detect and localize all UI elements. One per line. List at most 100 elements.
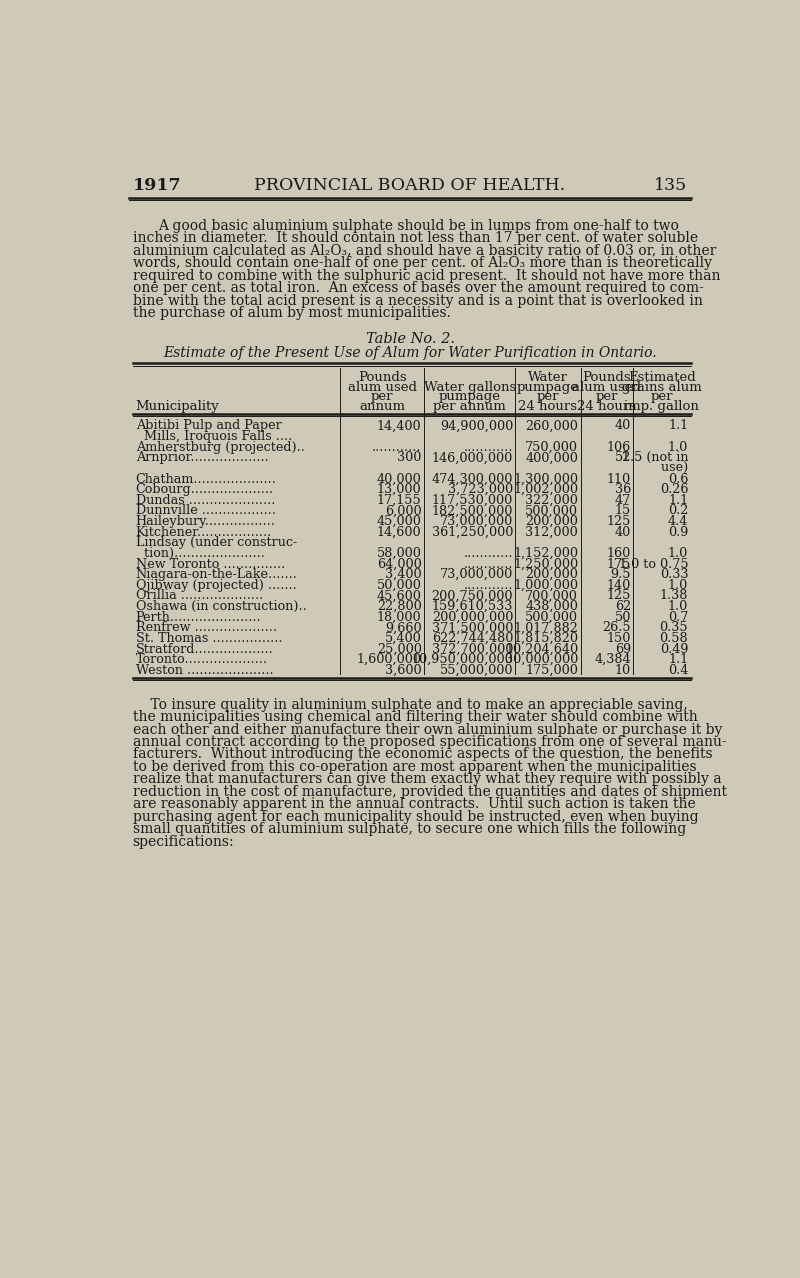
Text: per: per xyxy=(650,390,673,404)
Text: 1.0: 1.0 xyxy=(668,547,688,560)
Text: 47: 47 xyxy=(614,493,631,507)
Text: 0.9: 0.9 xyxy=(668,525,688,539)
Text: Weston .....................: Weston ..................... xyxy=(136,663,274,677)
Text: 18,000: 18,000 xyxy=(377,611,422,624)
Text: 3,400: 3,400 xyxy=(385,569,422,581)
Text: Renfrew ....................: Renfrew .................... xyxy=(136,621,277,634)
Text: grains alum: grains alum xyxy=(622,381,702,394)
Text: 125: 125 xyxy=(606,589,631,602)
Text: 260,000: 260,000 xyxy=(526,419,578,432)
Text: Amherstburg (projected)..: Amherstburg (projected).. xyxy=(136,441,305,454)
Text: 22,800: 22,800 xyxy=(377,601,422,613)
Text: 10,950,000,000: 10,950,000,000 xyxy=(411,653,513,666)
Text: the purchase of alum by most municipalities.: the purchase of alum by most municipalit… xyxy=(133,307,450,320)
Text: are reasonably apparent in the annual contracts.  Until such action is taken the: are reasonably apparent in the annual co… xyxy=(133,797,695,812)
Text: 3,723,000: 3,723,000 xyxy=(448,483,513,496)
Text: Mills, Iroquois Falls ....: Mills, Iroquois Falls .... xyxy=(136,431,292,443)
Text: 322,000: 322,000 xyxy=(526,493,578,507)
Text: 30,000,000: 30,000,000 xyxy=(505,653,578,666)
Text: To insure quality in aluminium sulphate and to make an appreciable saving,: To insure quality in aluminium sulphate … xyxy=(133,698,687,712)
Text: 1,600,000: 1,600,000 xyxy=(357,653,422,666)
Text: Estimated: Estimated xyxy=(628,371,696,383)
Text: 146,000,000: 146,000,000 xyxy=(432,451,513,464)
Text: 175,000: 175,000 xyxy=(526,663,578,677)
Text: per: per xyxy=(595,390,618,404)
Text: Niagara-on-the-Lake.......: Niagara-on-the-Lake....... xyxy=(136,569,298,581)
Text: 50: 50 xyxy=(614,611,631,624)
Text: 1.5 (not in: 1.5 (not in xyxy=(622,451,688,464)
Text: 110: 110 xyxy=(606,473,631,486)
Text: 14,600: 14,600 xyxy=(377,525,422,539)
Text: reduction in the cost of manufacture, provided the quantities and dates of shipm: reduction in the cost of manufacture, pr… xyxy=(133,785,726,799)
Text: 26.5: 26.5 xyxy=(602,621,631,634)
Text: annum: annum xyxy=(359,400,405,413)
Text: 40,000: 40,000 xyxy=(377,473,422,486)
Text: 175: 175 xyxy=(606,557,631,570)
Text: alum used: alum used xyxy=(572,381,642,394)
Text: New Toronto ...............: New Toronto ............... xyxy=(136,557,285,570)
Text: 200,000,000: 200,000,000 xyxy=(432,611,513,624)
Text: St. Thomas .................: St. Thomas ................. xyxy=(136,633,282,645)
Text: Municipality: Municipality xyxy=(136,400,219,413)
Text: inches in diameter.  It should contain not less than 17 per cent. of water solub: inches in diameter. It should contain no… xyxy=(133,231,698,245)
Text: Kitchener..................: Kitchener.................. xyxy=(136,525,272,539)
Text: 55,000,000: 55,000,000 xyxy=(439,663,513,677)
Text: facturers.  Without introducing the economic aspects of the question, the benefi: facturers. Without introducing the econo… xyxy=(133,748,712,762)
Text: Oshawa (in construction)..: Oshawa (in construction).. xyxy=(136,601,306,613)
Text: words, should contain one-half of one per cent. of Al₂O₃ more than is theoretica: words, should contain one-half of one pe… xyxy=(133,256,711,270)
Text: 17,155: 17,155 xyxy=(377,493,422,507)
Text: 15: 15 xyxy=(614,505,631,518)
Text: 438,000: 438,000 xyxy=(526,601,578,613)
Text: imp. gallon: imp. gallon xyxy=(625,400,699,413)
Text: ............: ............ xyxy=(463,547,513,560)
Text: aluminium calculated as Al₂O₃, and should have a basicity ratio of 0.03 or, in o: aluminium calculated as Al₂O₃, and shoul… xyxy=(133,244,716,258)
Text: 1,250,000: 1,250,000 xyxy=(513,557,578,570)
Text: 1,000,000: 1,000,000 xyxy=(513,579,578,592)
Text: Arnprior...................: Arnprior................... xyxy=(136,451,268,464)
Text: 159,610,533: 159,610,533 xyxy=(432,601,513,613)
Text: Estimate of the Present Use of Alum for Water Purification in Ontario.: Estimate of the Present Use of Alum for … xyxy=(163,346,657,360)
Text: 94,900,000: 94,900,000 xyxy=(440,419,513,432)
Text: 0.35: 0.35 xyxy=(659,621,688,634)
Text: one per cent. as total iron.  An excess of bases over the amount required to com: one per cent. as total iron. An excess o… xyxy=(133,281,703,295)
Text: 150: 150 xyxy=(606,633,631,645)
Text: Water gallons: Water gallons xyxy=(423,381,516,394)
Text: per: per xyxy=(371,390,394,404)
Text: 1917: 1917 xyxy=(133,178,181,194)
Text: pumpage: pumpage xyxy=(438,390,501,404)
Text: 50,000: 50,000 xyxy=(377,579,422,592)
Text: alum used: alum used xyxy=(348,381,417,394)
Text: pumpage: pumpage xyxy=(517,381,579,394)
Text: 0.58: 0.58 xyxy=(659,633,688,645)
Text: Perth......................: Perth...................... xyxy=(136,611,262,624)
Text: 371,500,000: 371,500,000 xyxy=(432,621,513,634)
Text: 1.0: 1.0 xyxy=(668,441,688,454)
Text: bine with the total acid present is a necessity and is a point that is overlooke: bine with the total acid present is a ne… xyxy=(133,294,702,308)
Text: 182,500,000: 182,500,000 xyxy=(432,505,513,518)
Text: 45,000: 45,000 xyxy=(377,515,422,528)
Text: Lindsay (under construc-: Lindsay (under construc- xyxy=(136,537,297,550)
Text: 4.4: 4.4 xyxy=(668,515,688,528)
Text: 10,204,640: 10,204,640 xyxy=(505,643,578,656)
Text: 64,000: 64,000 xyxy=(377,557,422,570)
Text: annual contract according to the proposed specifications from one of several man: annual contract according to the propose… xyxy=(133,735,726,749)
Text: Water: Water xyxy=(528,371,568,383)
Text: 125: 125 xyxy=(606,515,631,528)
Text: 1,002,000: 1,002,000 xyxy=(513,483,578,496)
Text: Ojibway (projected) .......: Ojibway (projected) ....... xyxy=(136,579,296,592)
Text: 3,600: 3,600 xyxy=(385,663,422,677)
Text: 474,300,000: 474,300,000 xyxy=(432,473,513,486)
Text: 69: 69 xyxy=(614,643,631,656)
Text: ............: ............ xyxy=(372,441,422,454)
Text: 1,017,882: 1,017,882 xyxy=(514,621,578,634)
Text: 9,660: 9,660 xyxy=(385,621,422,634)
Text: 58,000: 58,000 xyxy=(377,547,422,560)
Text: small quantities of aluminium sulphate, to secure one which fills the following: small quantities of aluminium sulphate, … xyxy=(133,822,686,836)
Text: 40: 40 xyxy=(614,525,631,539)
Text: 1.38: 1.38 xyxy=(660,589,688,602)
Text: 9.5: 9.5 xyxy=(610,569,631,581)
Text: 622,744,480: 622,744,480 xyxy=(432,633,513,645)
Text: Haileybury.................: Haileybury................. xyxy=(136,515,275,528)
Text: Dunnville ..................: Dunnville .................. xyxy=(136,505,276,518)
Text: 312,000: 312,000 xyxy=(526,525,578,539)
